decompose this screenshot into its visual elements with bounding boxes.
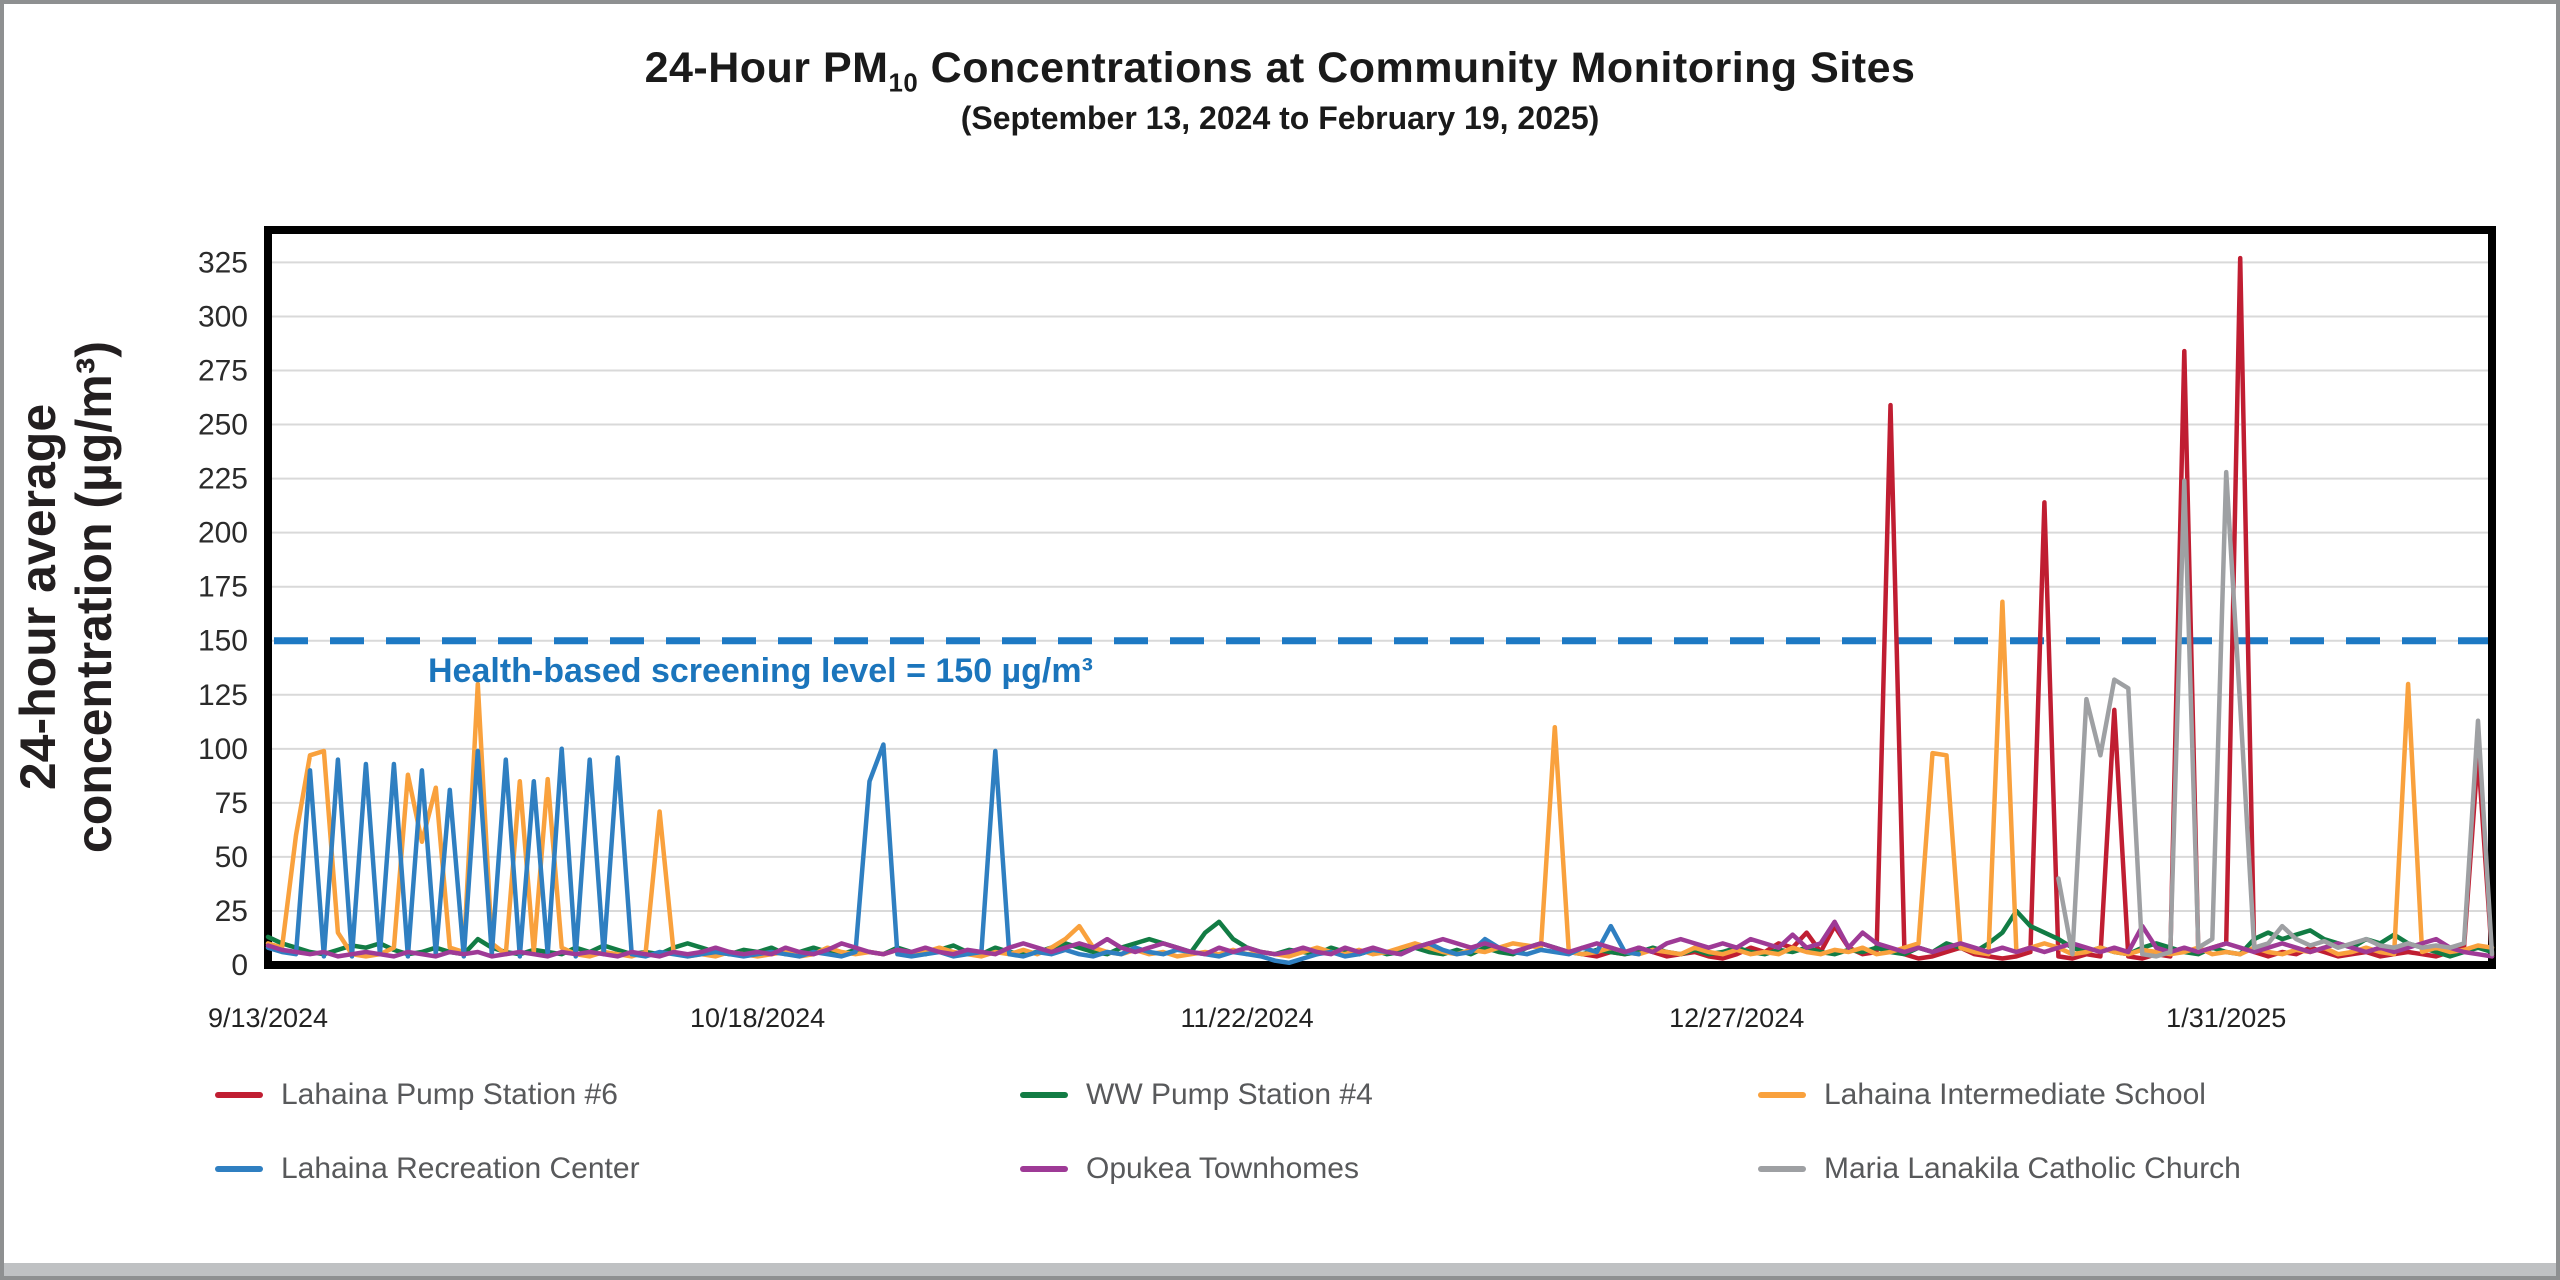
x-tick-label-12-27-2024: 12/27/2024 [1669,1003,1804,1033]
x-tick-label-10-18-2024: 10/18/2024 [690,1003,825,1033]
series-line-maria-lanakila-catholic-church [2056,469,2495,959]
y-tick-label-175: 175 [198,571,248,604]
y-tick-label-325: 325 [198,246,248,279]
chart-subtitle: (September 13, 2024 to February 19, 2025… [960,100,1600,136]
y-tick-label-25: 25 [215,895,248,928]
y-tick-label-300: 300 [198,300,248,333]
window-bottom-strip [4,1263,2556,1276]
y-tick-label-50: 50 [215,841,248,874]
chart-title-subscript: 10 [888,69,919,98]
y-tick-label-75: 75 [215,787,248,820]
series-line-opukea-townhomes [265,919,2495,959]
y-tick-label-250: 250 [198,409,248,442]
screening-level-annotation: Health-based screening level = 150 µg/m³ [428,652,1093,690]
y-tick-label-275: 275 [198,355,248,388]
plot-frame [264,226,2496,969]
y-tick-label-100: 100 [198,733,248,766]
y-tick-label-0: 0 [231,949,248,982]
y-tick-label-150: 150 [198,625,248,658]
x-tick-label-9-13-2024: 9/13/2024 [208,1003,328,1033]
y-tick-label-225: 225 [198,463,248,496]
y-tick-label-125: 125 [198,679,248,712]
series-line-lahaina-pump-station-6 [1580,255,2495,961]
x-tick-label-1-31-2025: 1/31/2025 [2166,1003,2286,1033]
y-tick-label-200: 200 [198,517,248,550]
chart-title: 24-Hour PM10 Concentrations at Community… [644,44,1916,98]
x-tick-label-11-22-2024: 11/22/2024 [1181,1003,1314,1033]
